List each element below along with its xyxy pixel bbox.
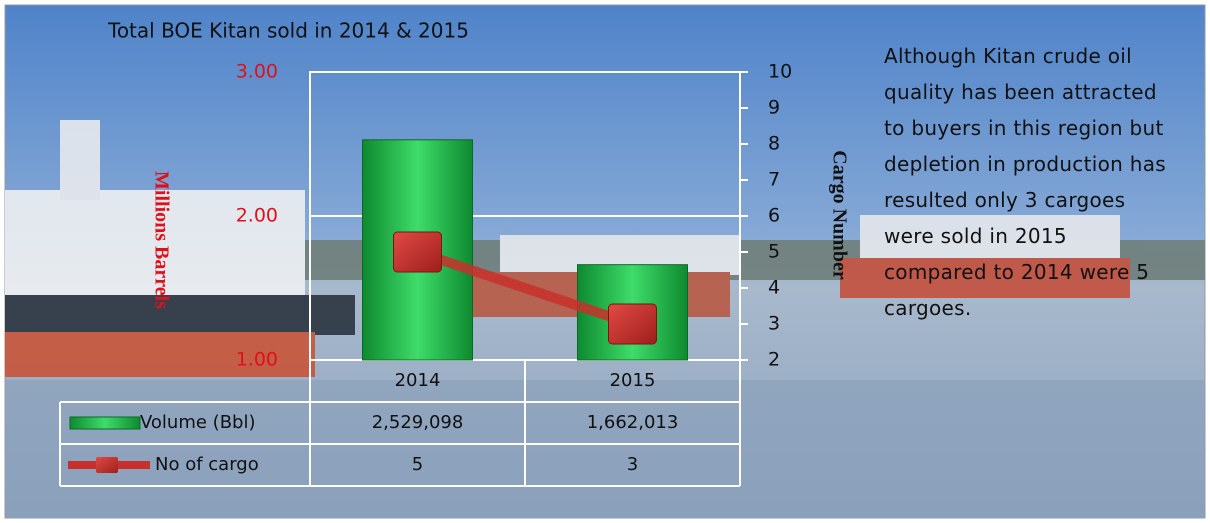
table-value: 3 [627, 454, 638, 475]
page: {"chart_data": {"type": "bar", "title": … [0, 0, 1210, 523]
y-tick-label: 2.00 [236, 205, 278, 227]
legend-swatch [70, 417, 140, 429]
legend-label: No of cargo [155, 454, 259, 475]
table-value: 2,529,098 [372, 412, 464, 433]
x-tick-label: 2015 [610, 370, 656, 391]
legend-label: Volume (Bbl) [140, 412, 256, 433]
y2-tick-label: 4 [768, 277, 780, 299]
y2-tick-label: 8 [768, 133, 780, 155]
y2-tick-label: 5 [768, 241, 780, 263]
x-tick-label: 2014 [395, 370, 441, 391]
annotation: Although Kitan crude oil quality has bee… [884, 38, 1176, 326]
table-value: 1,662,013 [587, 412, 679, 433]
y2-axis-title: Cargo Number [828, 150, 850, 280]
y2-tick-label: 3 [768, 313, 780, 335]
chart-title: Total BOE Kitan sold in 2014 & 2015 [107, 19, 469, 43]
y2-tick-label: 7 [768, 169, 780, 191]
y2-tick-label: 6 [768, 205, 780, 227]
marker [609, 304, 657, 344]
y-axis-title: Millions Barrels [150, 171, 172, 309]
y-tick-label: 3.00 [236, 61, 278, 83]
marker [394, 232, 442, 272]
y-tick-label: 1.00 [236, 349, 278, 371]
legend-swatch [96, 457, 118, 473]
table-value: 5 [412, 454, 423, 475]
y2-tick-label: 9 [768, 97, 780, 119]
y2-tick-label: 2 [768, 349, 780, 371]
y2-tick-label: 10 [768, 61, 792, 83]
